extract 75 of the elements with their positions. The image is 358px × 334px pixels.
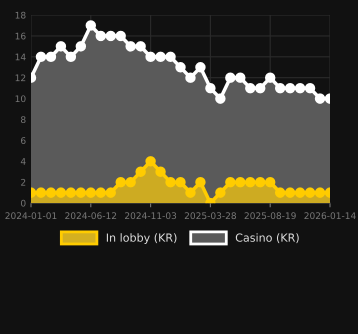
point	[115, 176, 126, 188]
point	[125, 176, 136, 188]
point	[215, 93, 226, 104]
point	[96, 30, 106, 42]
point	[284, 82, 296, 94]
point	[255, 176, 266, 188]
point	[155, 52, 166, 62]
point	[86, 187, 96, 198]
point	[56, 187, 66, 198]
y-tick-label: 18	[16, 12, 26, 19]
point	[245, 82, 256, 94]
y-tick-label: 14	[16, 54, 26, 60]
point	[115, 30, 126, 42]
point	[304, 82, 316, 94]
point	[235, 72, 246, 83]
point	[175, 62, 186, 72]
y-tick-label: 8	[21, 116, 26, 124]
x-tick-label: 2024-06-12	[65, 212, 116, 220]
point	[294, 82, 306, 94]
legend-label: In lobby (KR)	[106, 233, 176, 244]
point	[304, 187, 316, 198]
y-tick-label: 6	[21, 137, 26, 144]
point	[185, 187, 196, 198]
point	[274, 187, 286, 198]
point	[145, 156, 156, 166]
point	[135, 166, 146, 177]
point	[175, 176, 186, 188]
point	[245, 176, 256, 188]
point	[314, 93, 326, 104]
point	[264, 176, 276, 188]
point	[106, 187, 116, 198]
point	[86, 20, 96, 31]
point	[36, 187, 46, 198]
point	[195, 176, 206, 188]
x-tick-label: 2025-03-28	[184, 212, 236, 220]
point	[46, 52, 56, 62]
x-tick-label: 2026-01-14	[304, 212, 356, 220]
point	[46, 187, 56, 198]
point	[135, 41, 146, 52]
y-tick-label: 12	[16, 74, 26, 82]
y-tick-label: 10	[16, 95, 26, 102]
point	[76, 187, 86, 198]
point	[165, 52, 176, 62]
point	[205, 82, 216, 94]
legend-label: Casino (KR)	[236, 233, 299, 244]
point	[294, 187, 306, 198]
point	[76, 41, 86, 52]
y-tick-label: 16	[16, 32, 26, 40]
point	[195, 62, 206, 72]
point	[284, 187, 296, 198]
point	[215, 187, 226, 198]
point	[56, 41, 66, 52]
point	[36, 52, 46, 62]
x-tick-label: 2025-08-19	[244, 212, 296, 220]
point	[255, 82, 266, 94]
point	[106, 30, 116, 42]
point	[66, 187, 76, 198]
y-tick-label: 4	[20, 158, 26, 165]
point	[66, 52, 76, 62]
point	[125, 41, 136, 52]
point	[145, 52, 156, 62]
x-tick-label: 2024-01-01	[5, 212, 56, 220]
point	[155, 166, 166, 177]
point	[264, 72, 276, 83]
point	[96, 187, 106, 198]
point	[165, 176, 176, 188]
point	[235, 176, 246, 188]
point	[225, 72, 236, 83]
y-tick-label: 2	[21, 178, 26, 186]
y-tick-label: 0	[20, 200, 26, 207]
point	[185, 72, 196, 83]
point	[314, 187, 326, 198]
point	[225, 176, 236, 188]
point	[274, 82, 286, 94]
x-tick-label: 2024-11-03	[125, 212, 176, 220]
